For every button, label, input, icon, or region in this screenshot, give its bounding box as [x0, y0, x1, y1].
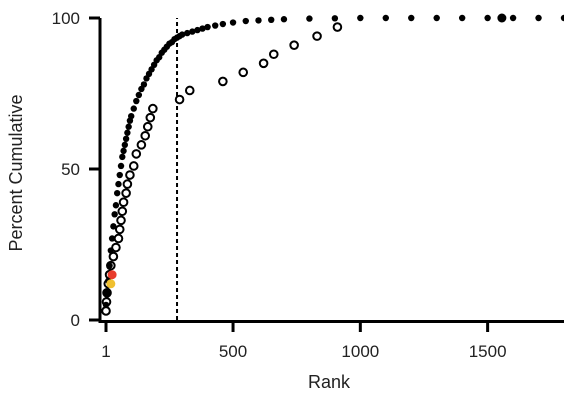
x-tick-label: 1500	[469, 342, 507, 361]
filled-point	[130, 105, 137, 112]
y-axis-title: Percent Cumulative	[6, 94, 26, 251]
filled-point	[121, 141, 129, 149]
open-point	[312, 31, 322, 41]
filled-point	[331, 15, 339, 22]
open-point	[111, 242, 121, 253]
filled-point	[484, 14, 491, 22]
filled-point	[458, 14, 466, 22]
filled-series-layer	[102, 14, 564, 309]
open-point	[145, 112, 156, 123]
filled-point	[110, 223, 117, 230]
open-point	[148, 103, 158, 114]
filled-point	[140, 81, 148, 88]
filled-point	[560, 14, 564, 22]
filled-point	[103, 289, 111, 297]
filled-point	[135, 91, 143, 99]
filled-point	[382, 14, 389, 22]
filled-point	[108, 235, 116, 242]
axes-layer	[98, 18, 564, 323]
filled-point	[128, 112, 135, 120]
open-point	[114, 224, 125, 235]
x-axis-title: Rank	[308, 372, 351, 392]
filled-point	[219, 20, 227, 28]
filled-point	[280, 16, 288, 23]
y-tick-label: 50	[61, 160, 80, 179]
filled-point	[242, 17, 249, 25]
open-point	[238, 67, 249, 78]
filled-point	[112, 202, 120, 209]
filled-point	[535, 14, 542, 22]
open-point	[332, 22, 343, 32]
filled-point	[119, 153, 126, 161]
filled-point	[229, 19, 237, 26]
highlight-point	[497, 13, 507, 23]
open-point	[125, 170, 135, 180]
x-tick-label: 1	[101, 342, 110, 361]
filled-point	[178, 31, 186, 38]
open-point	[289, 40, 299, 50]
open-point	[108, 251, 119, 262]
open-point	[136, 140, 147, 150]
open-point	[116, 215, 126, 226]
y-tick-label: 0	[71, 311, 80, 330]
open-point	[174, 94, 185, 105]
filled-point	[433, 14, 440, 22]
filled-point	[102, 301, 110, 309]
filled-point	[268, 16, 275, 24]
filled-point	[194, 26, 201, 34]
open-point	[118, 197, 129, 208]
open-point	[128, 161, 139, 171]
open-point	[121, 188, 131, 198]
filled-point	[115, 180, 122, 188]
filled-point	[189, 28, 196, 35]
highlight-layer	[106, 13, 507, 289]
y-tick-label: 100	[52, 9, 80, 28]
filled-point	[204, 23, 211, 31]
filled-point	[509, 14, 517, 22]
filled-point	[212, 22, 219, 29]
filled-point	[111, 211, 118, 218]
filled-point	[120, 147, 127, 155]
filled-point	[114, 189, 121, 197]
filled-point	[116, 171, 123, 179]
open-point	[122, 179, 133, 189]
filled-point	[124, 129, 131, 136]
x-tick-label: 1000	[341, 342, 379, 361]
filled-point	[125, 123, 132, 130]
open-point	[117, 206, 128, 217]
filled-point	[122, 135, 130, 142]
filled-point	[106, 262, 113, 269]
open-point	[101, 306, 111, 316]
filled-point	[357, 14, 364, 22]
filled-point	[107, 247, 115, 254]
filled-point	[117, 162, 125, 170]
open-point	[113, 233, 124, 244]
filled-point	[306, 15, 313, 22]
open-point	[142, 121, 153, 132]
highlight-point	[107, 270, 117, 280]
open-point	[268, 49, 279, 60]
open-series-layer	[101, 22, 343, 316]
x-tick-label: 500	[219, 342, 247, 361]
open-point	[218, 76, 228, 87]
open-point	[140, 130, 151, 141]
open-point	[258, 58, 269, 69]
open-point	[184, 85, 195, 96]
highlight-point	[106, 279, 116, 289]
filled-point	[133, 97, 140, 105]
filled-point	[199, 25, 206, 32]
open-point	[131, 149, 142, 159]
filled-point	[408, 14, 415, 22]
filled-point	[255, 17, 262, 24]
filled-point	[184, 29, 191, 37]
